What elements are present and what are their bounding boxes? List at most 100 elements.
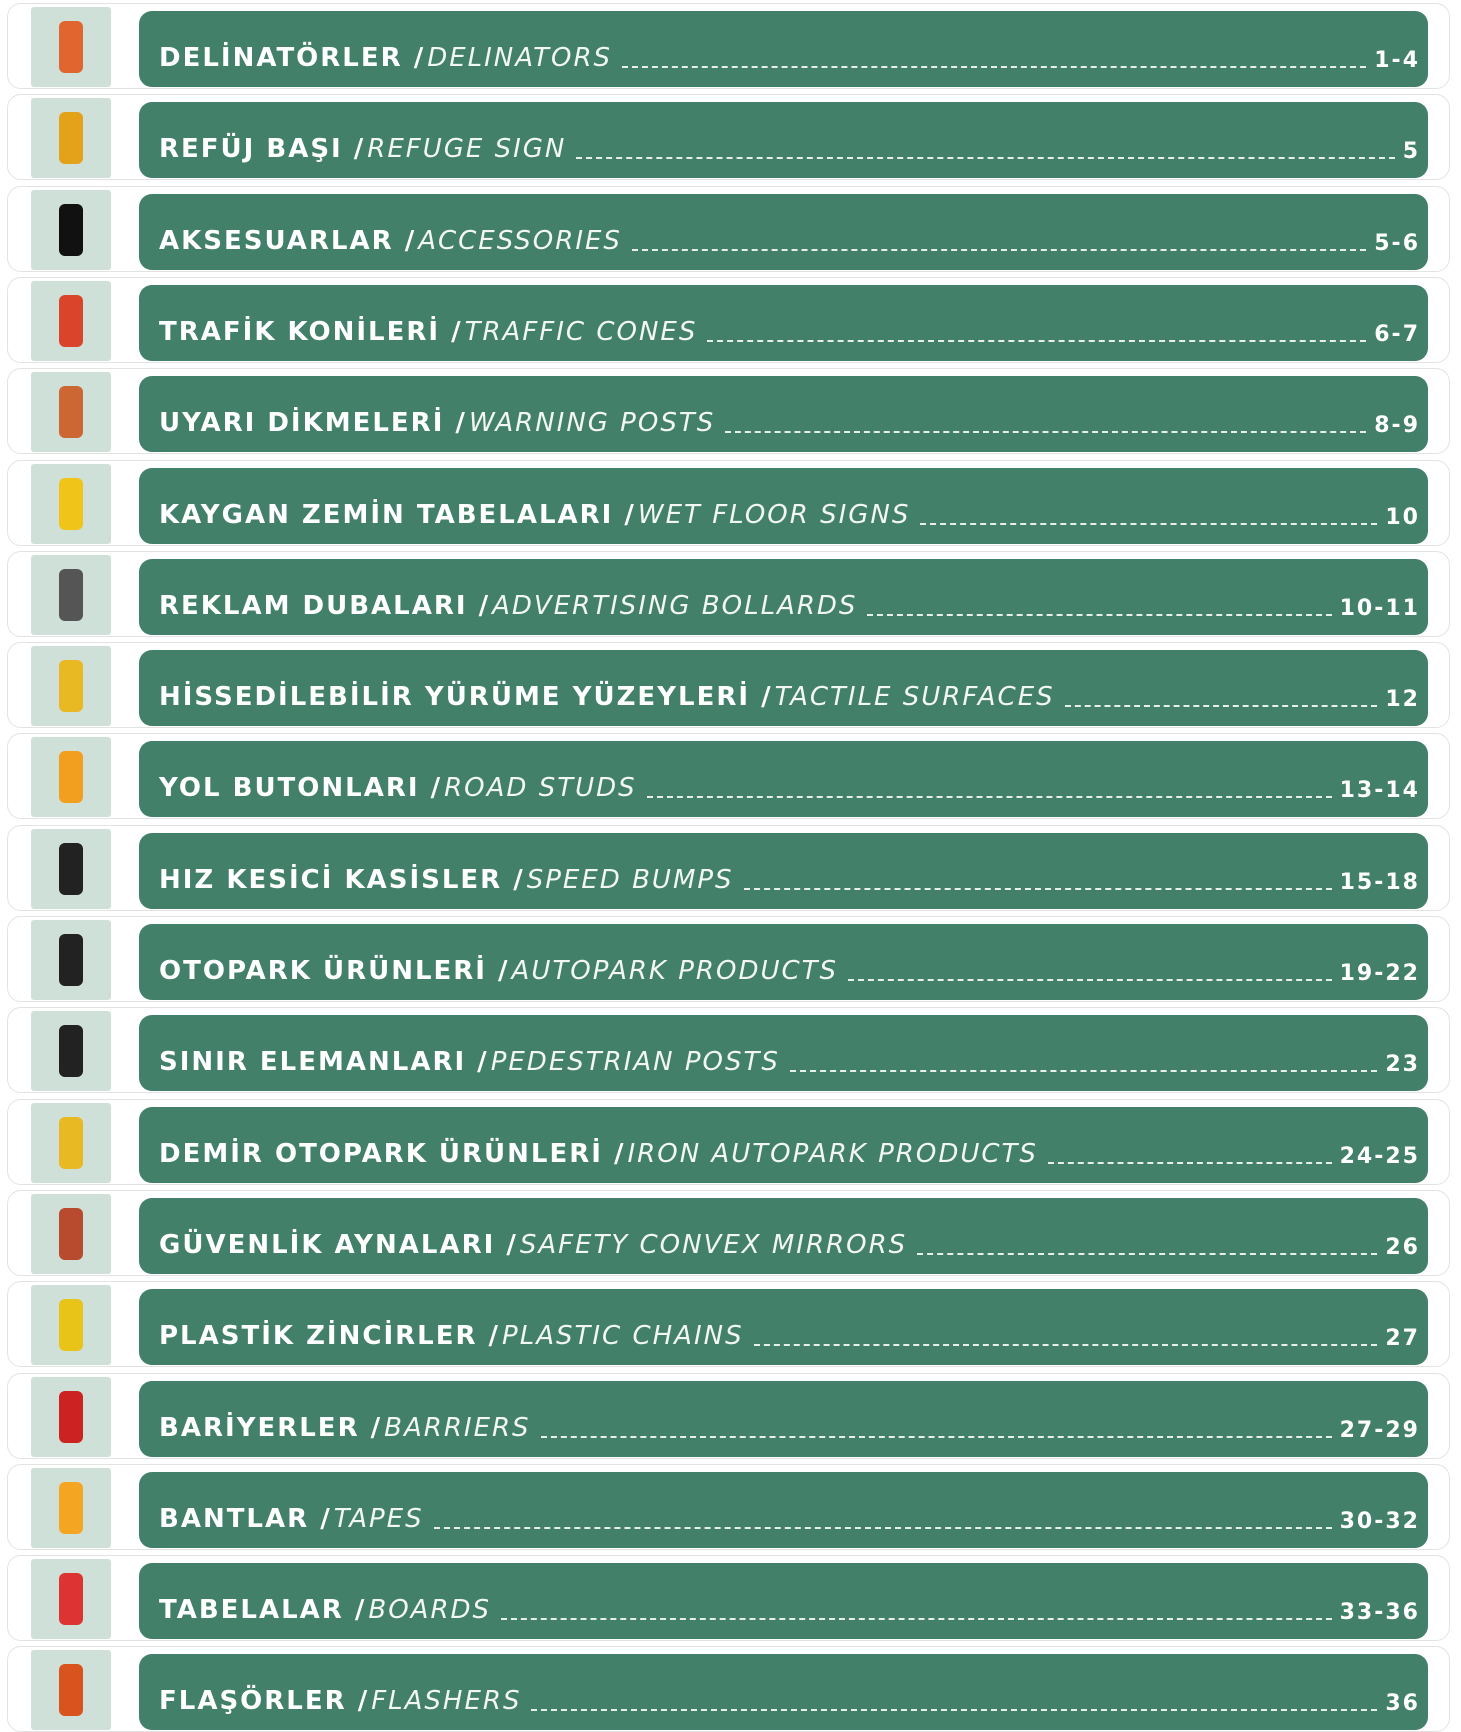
title-tr: BANTLAR / xyxy=(159,1504,332,1534)
page-range: 15-18 xyxy=(1340,870,1420,895)
title-tr: DELİNATÖRLER / xyxy=(159,43,425,73)
page-range: 8-9 xyxy=(1374,413,1420,438)
title-tr: TRAFİK KONİLERİ / xyxy=(159,317,463,347)
title-en: AUTOPARK PRODUCTS xyxy=(512,956,839,986)
product-thumbnail xyxy=(31,464,111,544)
dot-leader xyxy=(541,1436,1332,1438)
dot-leader xyxy=(917,1253,1377,1255)
dot-leader xyxy=(754,1344,1378,1346)
product-icon xyxy=(59,1664,83,1716)
dot-leader xyxy=(744,888,1332,890)
index-row: HIZ KESİCİ KASİSLER /SPEED BUMPS 15-18 xyxy=(7,825,1450,911)
dot-leader xyxy=(647,796,1332,798)
title-tr: REFÜJ BAŞI / xyxy=(159,134,365,164)
product-icon xyxy=(59,295,83,347)
product-icon xyxy=(59,751,83,803)
dot-leader xyxy=(576,157,1394,159)
title-en: ACCESSORIES xyxy=(418,226,622,256)
dot-leader xyxy=(622,66,1366,68)
title-en: SAFETY CONVEX MIRRORS xyxy=(520,1230,907,1260)
title-en: TACTILE SURFACES xyxy=(775,682,1055,712)
index-row: TRAFİK KONİLERİ /TRAFFIC CONES 6-7 xyxy=(7,277,1450,363)
dot-leader xyxy=(632,249,1366,251)
index-row: FLAŞÖRLER /FLASHERS 36 xyxy=(7,1646,1450,1732)
page: DELİNATÖRLER /DELINATORS1-4REFÜJ BAŞI /R… xyxy=(0,0,1461,1728)
product-thumbnail xyxy=(31,1559,111,1639)
index-row: DEMİR OTOPARK ÜRÜNLERİ /IRON AUTOPARK PR… xyxy=(7,1099,1450,1185)
title-en: TRAFFIC CONES xyxy=(465,317,698,347)
title-en: PEDESTRIAN POSTS xyxy=(491,1047,780,1077)
dot-leader xyxy=(1065,705,1378,707)
dot-leader xyxy=(501,1618,1332,1620)
title-tr: REKLAM DUBALARI / xyxy=(159,591,490,621)
title-en: PLASTIC CHAINS xyxy=(502,1321,744,1351)
index-row: YOL BUTONLARI /ROAD STUDS 13-14 xyxy=(7,733,1450,819)
entry-bar: FLAŞÖRLER /FLASHERS 36 xyxy=(139,1654,1428,1730)
product-icon xyxy=(59,1573,83,1625)
title-en: IRON AUTOPARK PRODUCTS xyxy=(628,1139,1038,1169)
title-en: BARRIERS xyxy=(384,1413,530,1443)
product-thumbnail xyxy=(31,1285,111,1365)
index-row: UYARI DİKMELERİ /WARNING POSTS 8-9 xyxy=(7,368,1450,454)
dot-leader xyxy=(1048,1162,1332,1164)
title-tr: DEMİR OTOPARK ÜRÜNLERİ / xyxy=(159,1139,626,1169)
title-en: FLASHERS xyxy=(371,1686,521,1716)
product-icon xyxy=(59,21,83,73)
product-icon xyxy=(59,660,83,712)
product-thumbnail xyxy=(31,281,111,361)
title-en: WARNING POSTS xyxy=(469,408,715,438)
title-tr: SINIR ELEMANLARI / xyxy=(159,1047,489,1077)
page-range: 6-7 xyxy=(1374,322,1420,347)
title-tr: FLAŞÖRLER / xyxy=(159,1686,369,1716)
product-icon xyxy=(59,478,83,530)
title-en: REFUGE SIGN xyxy=(367,134,566,164)
dot-leader xyxy=(707,340,1366,342)
title-en: ROAD STUDS xyxy=(444,773,637,803)
product-thumbnail xyxy=(31,190,111,270)
dot-leader xyxy=(848,979,1332,981)
product-icon xyxy=(59,843,83,895)
title-en: SPEED BUMPS xyxy=(527,865,734,895)
page-range: 36 xyxy=(1385,1691,1420,1716)
page-range: 24-25 xyxy=(1340,1144,1420,1169)
index-row: HİSSEDİLEBİLİR YÜRÜME YÜZEYLERİ /TACTILE… xyxy=(7,642,1450,728)
title-en: WET FLOOR SIGNS xyxy=(638,500,910,530)
page-range: 13-14 xyxy=(1340,778,1420,803)
product-thumbnail xyxy=(31,372,111,452)
product-thumbnail xyxy=(31,646,111,726)
page-range: 5 xyxy=(1403,139,1420,164)
title-tr: UYARI DİKMELERİ / xyxy=(159,408,467,438)
product-thumbnail xyxy=(31,920,111,1000)
product-icon xyxy=(59,1299,83,1351)
product-thumbnail xyxy=(31,1011,111,1091)
product-icon xyxy=(59,1208,83,1260)
page-range: 19-22 xyxy=(1340,961,1420,986)
entry-bar: OTOPARK ÜRÜNLERİ /AUTOPARK PRODUCTS 19-22 xyxy=(139,924,1428,1000)
title-tr: PLASTİK ZİNCİRLER / xyxy=(159,1321,500,1351)
entry-bar: UYARI DİKMELERİ /WARNING POSTS 8-9 xyxy=(139,376,1428,452)
entry-bar: KAYGAN ZEMİN TABELALARI /WET FLOOR SIGNS… xyxy=(139,468,1428,544)
page-range: 27-29 xyxy=(1340,1418,1420,1443)
title-tr: HİSSEDİLEBİLİR YÜRÜME YÜZEYLERİ / xyxy=(159,682,773,712)
title-tr: HIZ KESİCİ KASİSLER / xyxy=(159,865,525,895)
page-range: 26 xyxy=(1385,1235,1420,1260)
product-icon xyxy=(59,204,83,256)
dot-leader xyxy=(531,1709,1377,1711)
entry-bar: HİSSEDİLEBİLİR YÜRÜME YÜZEYLERİ /TACTILE… xyxy=(139,650,1428,726)
page-range: 10-11 xyxy=(1340,596,1420,621)
product-thumbnail xyxy=(31,737,111,817)
page-range: 33-36 xyxy=(1340,1600,1420,1625)
title-tr: OTOPARK ÜRÜNLERİ / xyxy=(159,956,510,986)
index-row: KAYGAN ZEMİN TABELALARI /WET FLOOR SIGNS… xyxy=(7,460,1450,546)
title-tr: YOL BUTONLARI / xyxy=(159,773,442,803)
product-thumbnail xyxy=(31,7,111,87)
product-icon xyxy=(59,386,83,438)
entry-bar: REFÜJ BAŞI /REFUGE SIGN 5 xyxy=(139,102,1428,178)
